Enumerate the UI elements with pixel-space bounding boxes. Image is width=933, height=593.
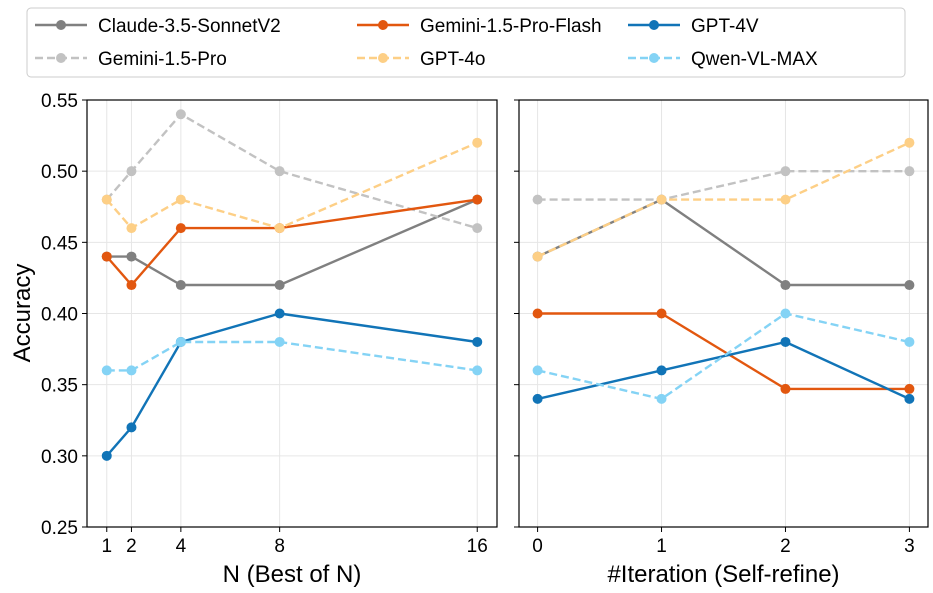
left-point-qwen-vl-max	[101, 365, 112, 376]
left-point-gemini-1-5-pro-flash	[175, 223, 186, 234]
right-x-tick-label: 0	[532, 536, 543, 557]
left-point-gemini-1-5-pro	[175, 109, 186, 120]
left-point-gpt-4o	[126, 223, 137, 234]
left-point-qwen-vl-max	[472, 365, 483, 376]
y-tick-label: 0.35	[41, 376, 78, 397]
right-series-line-qwen-vl-max	[537, 312, 910, 401]
left-x-axis-label: N (Best of N)	[223, 561, 362, 588]
legend-marker-gemini-1-5-pro	[56, 53, 66, 63]
right-point-gemini-1-5-pro	[904, 166, 915, 177]
y-tick-label: 0.55	[41, 91, 78, 112]
left-point-gpt-4o	[101, 194, 112, 205]
left-point-gpt-4v	[274, 308, 285, 319]
left-point-qwen-vl-max	[175, 336, 186, 347]
right-point-qwen-vl-max	[780, 308, 791, 319]
legend-marker-gemini-1-5-pro-flash	[378, 20, 388, 30]
left-point-gemini-1-5-pro-flash	[101, 251, 112, 262]
legend-marker-claude-3-5-sonnetv2	[56, 20, 66, 30]
right-point-gpt-4v	[780, 336, 791, 347]
right-series-line-gpt-4o	[537, 141, 910, 258]
y-axis-label: Accuracy	[9, 264, 36, 363]
right-x-axis-label: #Iteration (Self-refine)	[607, 561, 839, 588]
left-panel: 0.25 0.30 0.35 0.40 0.45 0.50 0.55 1 2 4 8 16 N (Bes…	[41, 91, 498, 588]
left-point-claude-3-5-sonnetv2	[274, 280, 285, 291]
left-series-line-qwen-vl-max	[106, 340, 478, 372]
right-x-tick-label: 3	[904, 536, 915, 557]
right-point-gpt-4o	[780, 194, 791, 205]
right-point-qwen-vl-max	[656, 393, 667, 404]
left-point-claude-3-5-sonnetv2	[175, 280, 186, 291]
right-point-gemini-1-5-pro	[780, 166, 791, 177]
legend-frame	[26, 7, 906, 78]
left-point-gpt-4o	[472, 137, 483, 148]
right-point-gpt-4v	[532, 393, 543, 404]
legend-label-gemini-1-5-pro: Gemini-1.5-Pro	[98, 49, 227, 70]
right-x-tick-label: 2	[780, 536, 791, 557]
right-point-gpt-4v	[904, 393, 915, 404]
legend-marker-gpt-4o	[378, 53, 388, 63]
right-point-gemini-1-5-pro-flash	[780, 383, 791, 394]
right-point-gpt-4o	[656, 194, 667, 205]
y-tick-label: 0.50	[41, 162, 78, 183]
right-point-gpt-4o	[532, 251, 543, 262]
right-point-gpt-4o	[904, 137, 915, 148]
right-series-line-claude-3-5-sonnetv2	[537, 198, 910, 287]
right-point-gemini-1-5-pro-flash	[904, 383, 915, 394]
right-series-line-gemini-1-5-pro-flash	[537, 312, 910, 391]
left-point-gemini-1-5-pro	[472, 223, 483, 234]
legend-marker-qwen-vl-max	[649, 53, 659, 63]
left-point-gpt-4o	[175, 194, 186, 205]
left-point-gpt-4o	[274, 223, 285, 234]
legend: Claude-3.5-SonnetV2 Gemini-1.5-Pro Gemini-…	[26, 7, 906, 78]
y-tick-label: 0.40	[41, 305, 78, 326]
y-tick-label: 0.30	[41, 447, 78, 468]
right-point-gemini-1-5-pro-flash	[656, 308, 667, 319]
left-x-tick-label: 16	[467, 536, 488, 557]
left-point-gemini-1-5-pro	[274, 166, 285, 177]
right-x-tick-label: 1	[656, 536, 667, 557]
left-point-claude-3-5-sonnetv2	[126, 251, 137, 262]
left-x-tick-label: 8	[274, 536, 285, 557]
left-point-gemini-1-5-pro	[126, 166, 137, 177]
left-series-line-gpt-4o	[105, 141, 478, 230]
right-point-gemini-1-5-pro	[532, 194, 543, 205]
right-panel: 0 1 2 3 #Iteration (Self-refine)	[514, 99, 929, 588]
left-point-qwen-vl-max	[126, 365, 137, 376]
left-point-gpt-4v	[101, 450, 112, 461]
right-point-qwen-vl-max	[904, 336, 915, 347]
right-point-claude-3-5-sonnetv2	[780, 280, 791, 291]
legend-marker-gpt-4v	[649, 20, 659, 30]
left-x-tick-label: 2	[126, 536, 137, 557]
left-point-qwen-vl-max	[274, 336, 285, 347]
right-point-claude-3-5-sonnetv2	[904, 280, 915, 291]
right-series-line-gemini-1-5-pro	[537, 169, 910, 201]
left-point-gemini-1-5-pro-flash	[126, 280, 137, 291]
left-x-tick-label: 4	[176, 536, 187, 557]
right-point-gpt-4v	[656, 365, 667, 376]
y-tick-label: 0.25	[41, 518, 78, 539]
legend-label-gpt-4o: GPT-4o	[420, 49, 485, 70]
legend-label-qwen-vl-max: Qwen-VL-MAX	[691, 49, 818, 70]
left-point-gpt-4v	[126, 422, 137, 433]
right-point-gemini-1-5-pro-flash	[532, 308, 543, 319]
legend-label-gpt-4v: GPT-4V	[691, 16, 759, 37]
y-tick-label: 0.45	[41, 233, 78, 254]
left-x-tick-label: 1	[101, 536, 112, 557]
legend-label-claude-3-5-sonnetv2: Claude-3.5-SonnetV2	[98, 16, 281, 37]
right-point-qwen-vl-max	[532, 365, 543, 376]
left-point-gemini-1-5-pro-flash	[472, 194, 483, 205]
left-point-gpt-4v	[472, 336, 483, 347]
legend-label-gemini-1-5-pro-flash: Gemini-1.5-Pro-Flash	[420, 16, 602, 37]
